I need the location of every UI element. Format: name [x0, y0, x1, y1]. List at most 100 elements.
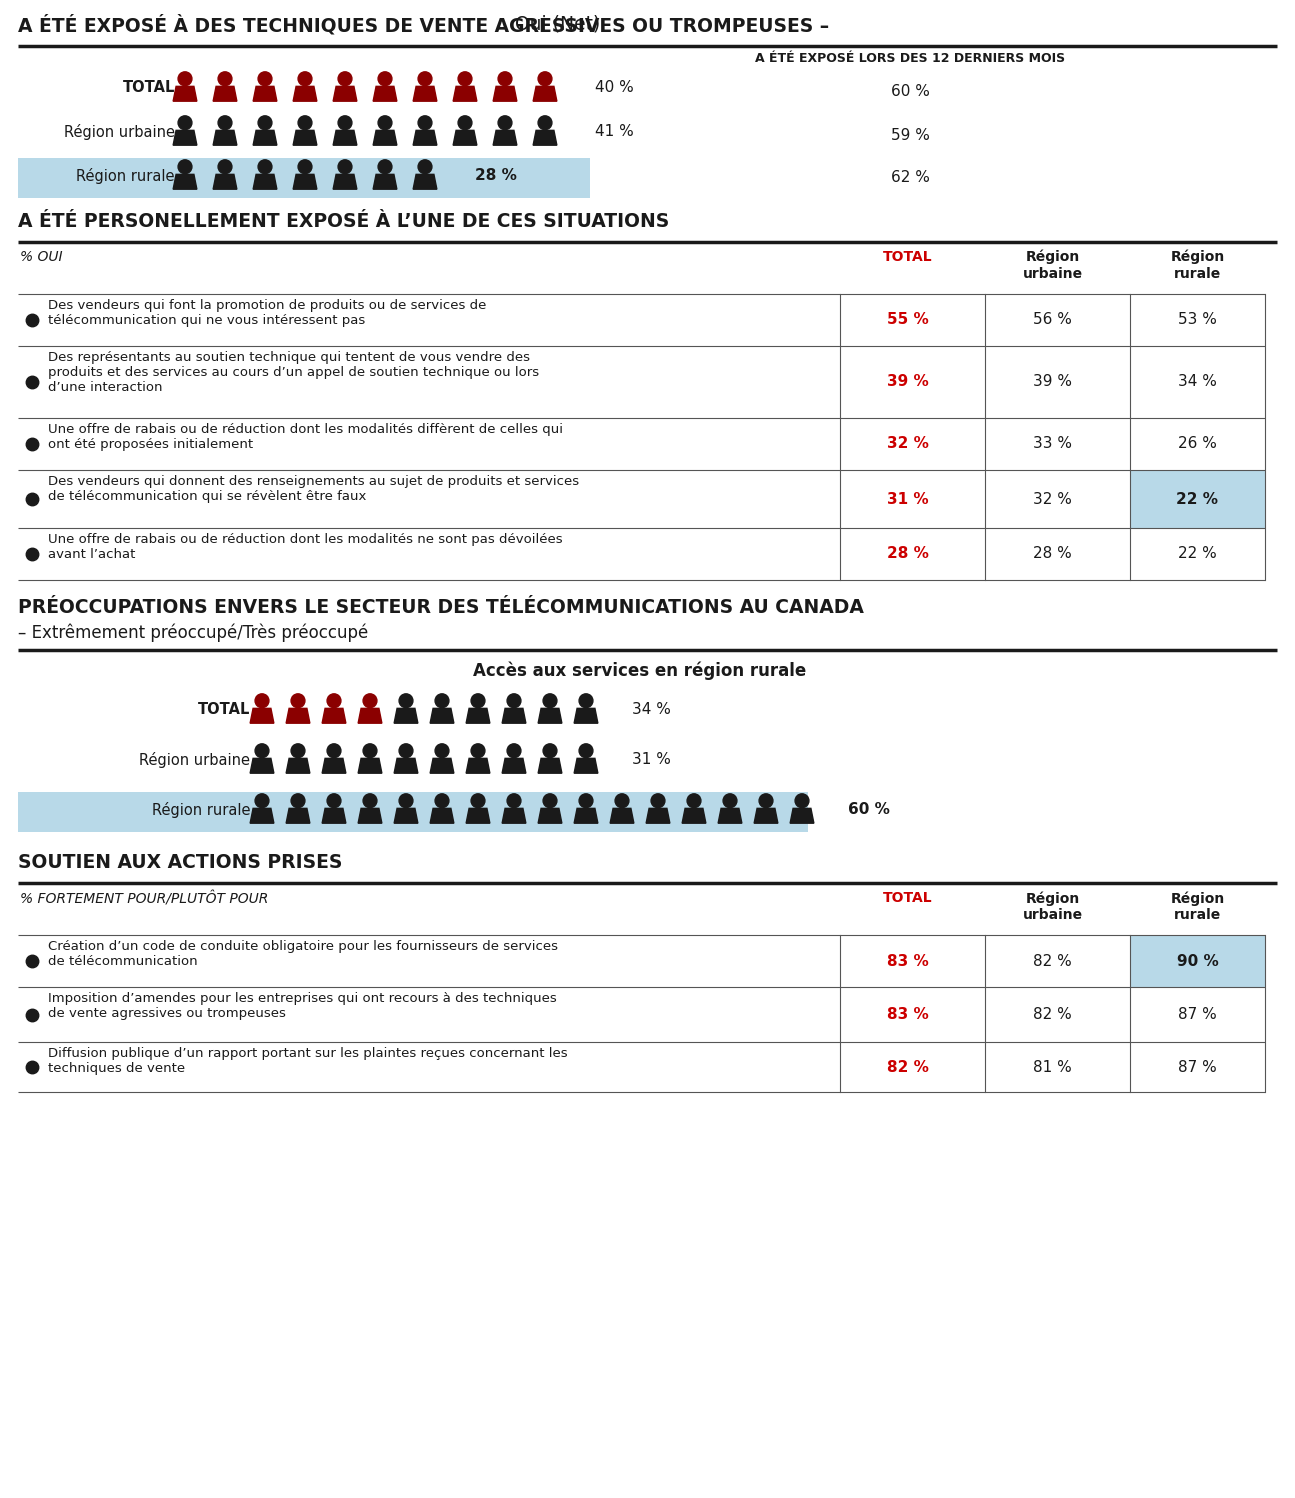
Text: A ÉTÉ EXPOSÉ À DES TECHNIQUES DE VENTE AGRESSIVES OU TROMPEUSES –: A ÉTÉ EXPOSÉ À DES TECHNIQUES DE VENTE A…	[18, 15, 829, 36]
Polygon shape	[174, 130, 197, 145]
Circle shape	[363, 794, 377, 807]
Circle shape	[378, 72, 392, 85]
Circle shape	[378, 115, 392, 130]
Polygon shape	[333, 130, 357, 145]
Circle shape	[615, 794, 629, 807]
Circle shape	[218, 72, 232, 85]
Circle shape	[795, 794, 809, 807]
Circle shape	[537, 72, 552, 85]
Text: SOUTIEN AUX ACTIONS PRISES: SOUTIEN AUX ACTIONS PRISES	[18, 854, 342, 872]
Circle shape	[218, 160, 232, 174]
Circle shape	[179, 115, 192, 130]
Circle shape	[508, 794, 521, 807]
FancyBboxPatch shape	[18, 792, 808, 831]
Circle shape	[255, 694, 269, 707]
Circle shape	[579, 694, 593, 707]
Circle shape	[258, 160, 272, 174]
Polygon shape	[453, 130, 477, 145]
Text: 26 %: 26 %	[1178, 436, 1217, 451]
Polygon shape	[293, 130, 317, 145]
Circle shape	[435, 794, 449, 807]
Circle shape	[499, 72, 512, 85]
Polygon shape	[333, 87, 357, 102]
Polygon shape	[286, 809, 310, 824]
Polygon shape	[574, 758, 598, 773]
Polygon shape	[373, 87, 396, 102]
Text: PRÉOCCUPATIONS ENVERS LE SECTEUR DES TÉLÉCOMMUNICATIONS AU CANADA: PRÉOCCUPATIONS ENVERS LE SECTEUR DES TÉL…	[18, 598, 864, 617]
Circle shape	[255, 745, 269, 758]
Text: Des vendeurs qui donnent des renseignements au sujet de produits et services
de : Des vendeurs qui donnent des renseigneme…	[48, 475, 579, 503]
Text: 56 %: 56 %	[1033, 313, 1072, 328]
Text: Région
urbaine: Région urbaine	[1023, 891, 1083, 923]
Polygon shape	[430, 709, 453, 724]
Circle shape	[291, 745, 304, 758]
Circle shape	[399, 794, 413, 807]
Text: 59 %: 59 %	[891, 127, 930, 142]
Polygon shape	[174, 87, 197, 102]
Circle shape	[258, 115, 272, 130]
Text: Région rurale: Région rurale	[76, 168, 175, 184]
Text: 41 %: 41 %	[594, 124, 633, 139]
Circle shape	[298, 115, 312, 130]
Text: TOTAL: TOTAL	[883, 891, 932, 905]
Circle shape	[258, 72, 272, 85]
Circle shape	[328, 745, 341, 758]
Circle shape	[338, 115, 352, 130]
Circle shape	[723, 794, 737, 807]
Text: 31 %: 31 %	[887, 491, 929, 506]
Circle shape	[298, 72, 312, 85]
Text: 60 %: 60 %	[891, 84, 930, 99]
Circle shape	[328, 794, 341, 807]
Polygon shape	[250, 709, 273, 724]
Polygon shape	[502, 809, 526, 824]
Circle shape	[179, 160, 192, 174]
Text: 32 %: 32 %	[887, 436, 929, 451]
Text: Une offre de rabais ou de réduction dont les modalités diffèrent de celles qui
o: Une offre de rabais ou de réduction dont…	[48, 422, 563, 451]
Circle shape	[471, 745, 484, 758]
Circle shape	[418, 160, 433, 174]
Polygon shape	[539, 709, 562, 724]
Text: 34 %: 34 %	[1178, 374, 1217, 389]
Text: 82 %: 82 %	[1033, 1008, 1072, 1023]
Circle shape	[338, 160, 352, 174]
Circle shape	[543, 794, 557, 807]
Polygon shape	[394, 809, 418, 824]
Polygon shape	[539, 809, 562, 824]
Text: 87 %: 87 %	[1178, 1061, 1217, 1076]
Polygon shape	[174, 174, 197, 189]
Circle shape	[179, 72, 192, 85]
Circle shape	[508, 745, 521, 758]
Text: 39 %: 39 %	[1033, 374, 1072, 389]
Circle shape	[418, 72, 433, 85]
Circle shape	[363, 694, 377, 707]
Text: Une offre de rabais ou de réduction dont les modalités ne sont pas dévoilées
ava: Une offre de rabais ou de réduction dont…	[48, 533, 562, 560]
Text: 33 %: 33 %	[1033, 436, 1072, 451]
Text: A ÉTÉ PERSONELLEMENT EXPOSÉ À L’UNE DE CES SITUATIONS: A ÉTÉ PERSONELLEMENT EXPOSÉ À L’UNE DE C…	[18, 213, 670, 231]
Polygon shape	[534, 130, 557, 145]
Polygon shape	[493, 87, 517, 102]
Polygon shape	[430, 758, 453, 773]
Polygon shape	[466, 758, 490, 773]
Circle shape	[579, 794, 593, 807]
Polygon shape	[413, 87, 436, 102]
Polygon shape	[253, 87, 277, 102]
Text: 62 %: 62 %	[891, 171, 930, 186]
Circle shape	[458, 115, 471, 130]
Polygon shape	[359, 758, 382, 773]
Text: TOTAL: TOTAL	[123, 81, 175, 96]
Text: 32 %: 32 %	[1033, 491, 1072, 506]
Polygon shape	[373, 174, 396, 189]
Polygon shape	[502, 758, 526, 773]
Text: 90 %: 90 %	[1177, 954, 1219, 969]
Circle shape	[471, 694, 484, 707]
Polygon shape	[534, 87, 557, 102]
Polygon shape	[359, 709, 382, 724]
Text: 28 %: 28 %	[887, 547, 929, 562]
Polygon shape	[539, 758, 562, 773]
Text: 34 %: 34 %	[632, 703, 671, 718]
Text: 39 %: 39 %	[887, 374, 929, 389]
Polygon shape	[493, 130, 517, 145]
Text: 60 %: 60 %	[848, 803, 890, 818]
Text: Imposition d’amendes pour les entreprises qui ont recours à des techniques
de ve: Imposition d’amendes pour les entreprise…	[48, 993, 557, 1020]
Polygon shape	[359, 809, 382, 824]
